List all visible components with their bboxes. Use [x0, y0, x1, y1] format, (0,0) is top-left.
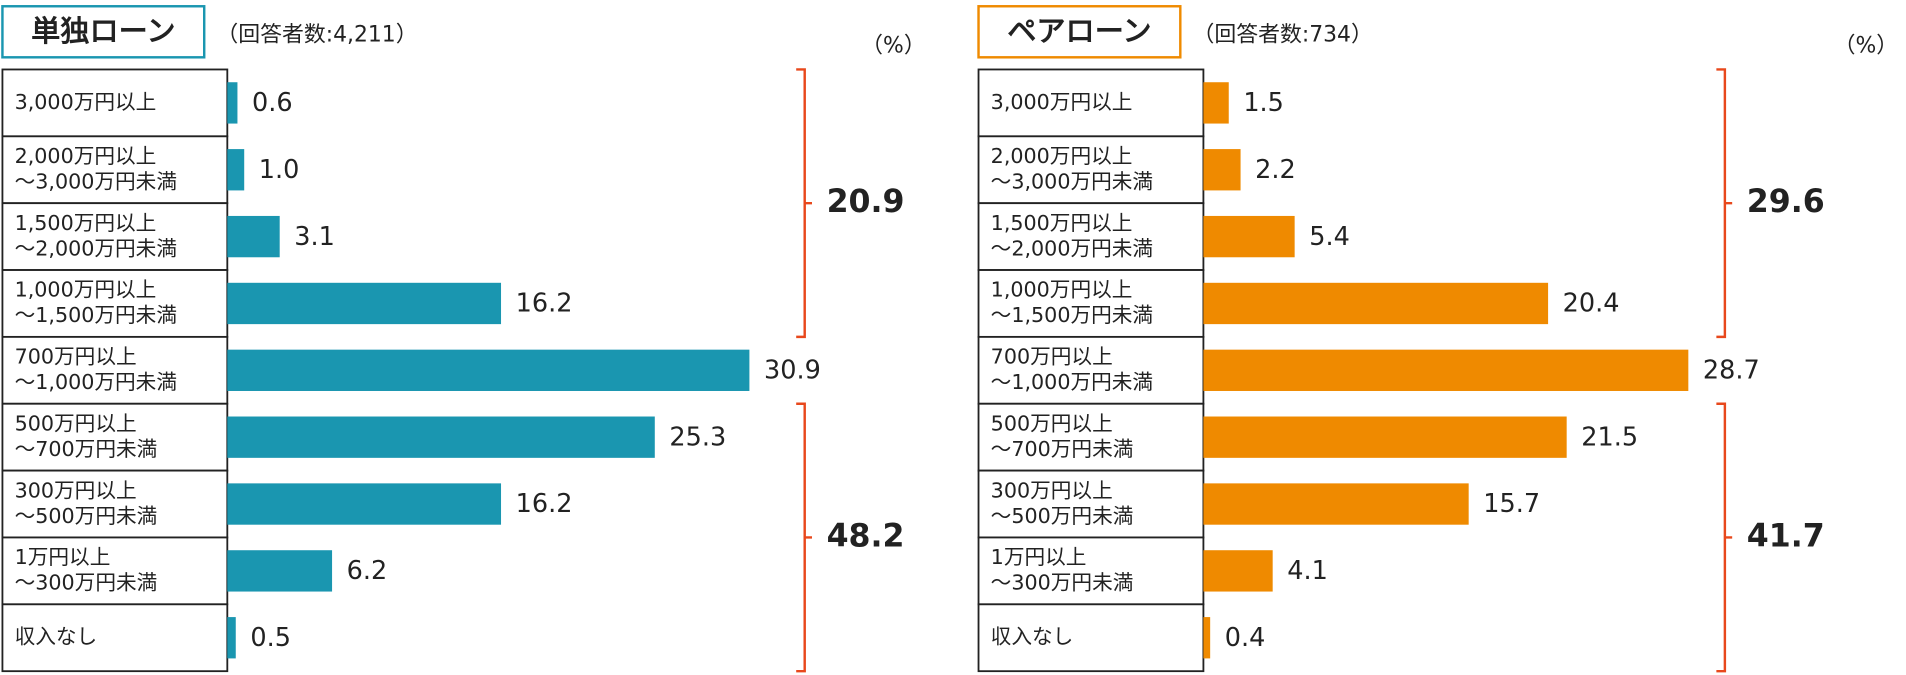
value-label: 15.7	[1483, 489, 1540, 519]
value-label: 1.5	[1243, 88, 1284, 118]
bar	[1203, 617, 1211, 659]
category-cell	[1, 603, 229, 673]
value-label: 0.6	[252, 88, 293, 118]
bar	[1203, 550, 1273, 592]
panel-title: 単独ローン	[31, 14, 175, 48]
category-cell	[1, 335, 229, 405]
bar	[1203, 149, 1241, 191]
bar	[227, 617, 236, 659]
category-label: 収入なし	[15, 625, 98, 649]
category-cell	[1, 402, 229, 472]
bar	[227, 149, 245, 191]
bar	[227, 282, 502, 325]
unit-label: （%）	[1834, 33, 1899, 58]
group-total: 41.7	[1747, 518, 1825, 554]
value-label: 0.5	[250, 623, 291, 653]
category-label: 1,000万円以上～1,500万円未満	[15, 278, 177, 328]
bar	[1203, 416, 1567, 458]
subtitle: （回答者数:4,211）	[216, 22, 417, 47]
category-cell	[1, 68, 229, 138]
category-label: 収入なし	[991, 625, 1074, 649]
category-label: 2,000万円以上～3,000万円未満	[991, 144, 1153, 194]
bar	[1203, 349, 1689, 391]
category-label: 3,000万円以上	[991, 90, 1133, 114]
value-label: 3.1	[294, 222, 335, 252]
value-label: 16.2	[516, 289, 573, 319]
category-label: 500万円以上～700万円未満	[991, 411, 1134, 461]
value-label: 21.5	[1581, 422, 1638, 452]
category-label: 1万円以上～300万円未満	[15, 545, 158, 595]
category-cell	[1, 135, 229, 205]
group-bracket	[1716, 68, 1733, 339]
bar	[227, 349, 750, 391]
group-total: 20.9	[827, 184, 905, 220]
value-label: 28.7	[1703, 356, 1760, 386]
category-label: 1,500万円以上～2,000万円未満	[15, 211, 177, 261]
value-label: 30.9	[764, 356, 821, 386]
bar	[227, 82, 238, 124]
bar	[227, 550, 333, 592]
category-label: 300万円以上～500万円未満	[991, 478, 1134, 528]
category-cell	[977, 202, 1205, 271]
bar	[1203, 215, 1295, 258]
category-label: 500万円以上～700万円未満	[15, 411, 158, 461]
category-label: 300万円以上～500万円未満	[15, 478, 158, 528]
value-label: 1.0	[259, 155, 300, 185]
bar	[227, 483, 502, 525]
title-box	[1, 5, 206, 59]
category-label: 2,000万円以上～3,000万円未満	[15, 144, 177, 194]
group-total: 29.6	[1747, 184, 1825, 220]
category-label: 3,000万円以上	[15, 90, 157, 114]
category-cell	[1, 536, 229, 606]
category-label: 1,500万円以上～2,000万円未満	[991, 211, 1153, 261]
title-box	[977, 5, 1182, 59]
bar	[1203, 483, 1469, 525]
unit-label: （%）	[861, 33, 926, 58]
value-label: 6.2	[347, 556, 388, 586]
bar	[1203, 82, 1229, 124]
bar	[1203, 282, 1549, 325]
bar	[227, 416, 655, 458]
subtitle: （回答者数:734）	[1192, 22, 1372, 47]
category-cell	[977, 269, 1205, 338]
value-label: 25.3	[669, 422, 726, 452]
category-cell	[977, 335, 1205, 405]
category-cell	[1, 469, 229, 539]
category-label: 1万円以上～300万円未満	[991, 545, 1134, 595]
group-bracket	[1716, 402, 1733, 673]
value-label: 2.2	[1255, 155, 1296, 185]
value-label: 5.4	[1309, 222, 1350, 252]
value-label: 0.4	[1225, 623, 1266, 653]
value-label: 16.2	[516, 489, 573, 519]
value-label: 20.4	[1563, 289, 1620, 319]
panel-title: ペアローン	[1007, 14, 1151, 48]
category-label: 700万円以上～1,000万円未満	[991, 345, 1153, 395]
value-label: 4.1	[1287, 556, 1328, 586]
group-bracket	[796, 402, 812, 673]
category-label: 1,000万円以上～1,500万円未満	[991, 278, 1153, 328]
bar	[227, 215, 280, 258]
group-total: 48.2	[827, 518, 905, 554]
category-label: 700万円以上～1,000万円未満	[15, 345, 177, 395]
group-bracket	[796, 68, 812, 339]
category-cell	[977, 68, 1205, 138]
